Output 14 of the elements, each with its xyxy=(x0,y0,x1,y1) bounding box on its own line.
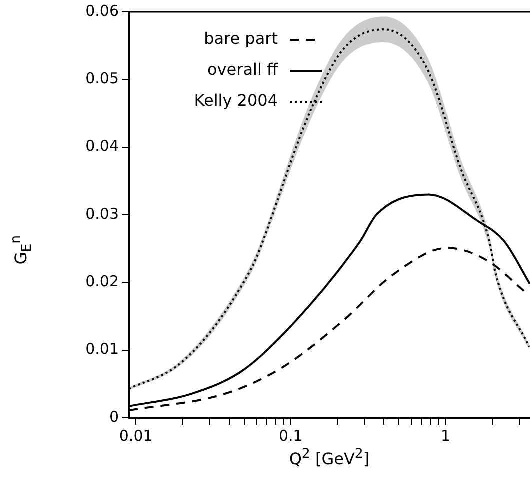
y-tick-label: 0.05 xyxy=(86,70,119,88)
x-axis-title: Q$^{2}$ [GeV$^{2}$] xyxy=(288,447,371,468)
y-tick-label: 0.06 xyxy=(86,2,119,20)
y-tick-label: 0.01 xyxy=(86,340,119,358)
y-tick-label: 0 xyxy=(109,408,119,426)
y-tick-label: 0.03 xyxy=(86,204,119,223)
legend-label: bare part xyxy=(204,29,278,48)
y-tick-label: 0.04 xyxy=(86,137,119,156)
x-tick-label: 0.1 xyxy=(278,426,303,445)
legend-label: overall ff xyxy=(208,60,279,80)
x-tick-label: 0.01 xyxy=(119,426,153,445)
x-tick-label: 1 xyxy=(440,426,451,445)
legend-label: Kelly 2004 xyxy=(194,91,278,110)
y-tick-label: 0.02 xyxy=(86,272,119,291)
